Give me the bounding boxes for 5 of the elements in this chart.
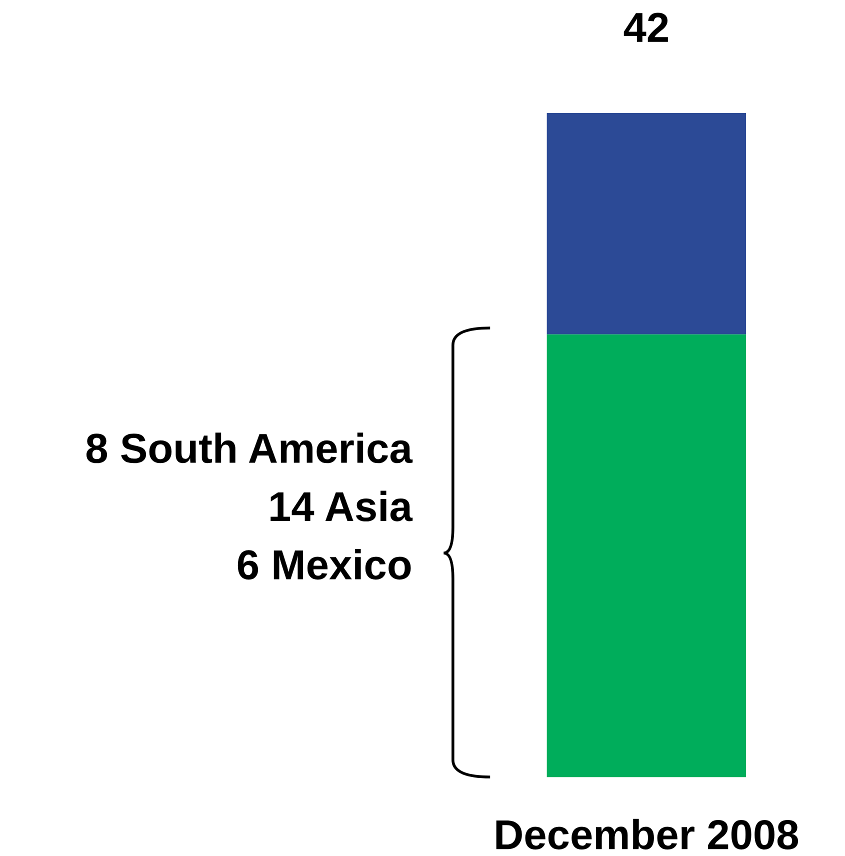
x-tick-label: December 2008 <box>496 818 798 850</box>
text: 6 Mexico <box>238 548 411 580</box>
text: 14 Asia <box>270 490 413 522</box>
text: 8 South America <box>86 432 413 464</box>
annotation: 42 <box>624 12 668 42</box>
